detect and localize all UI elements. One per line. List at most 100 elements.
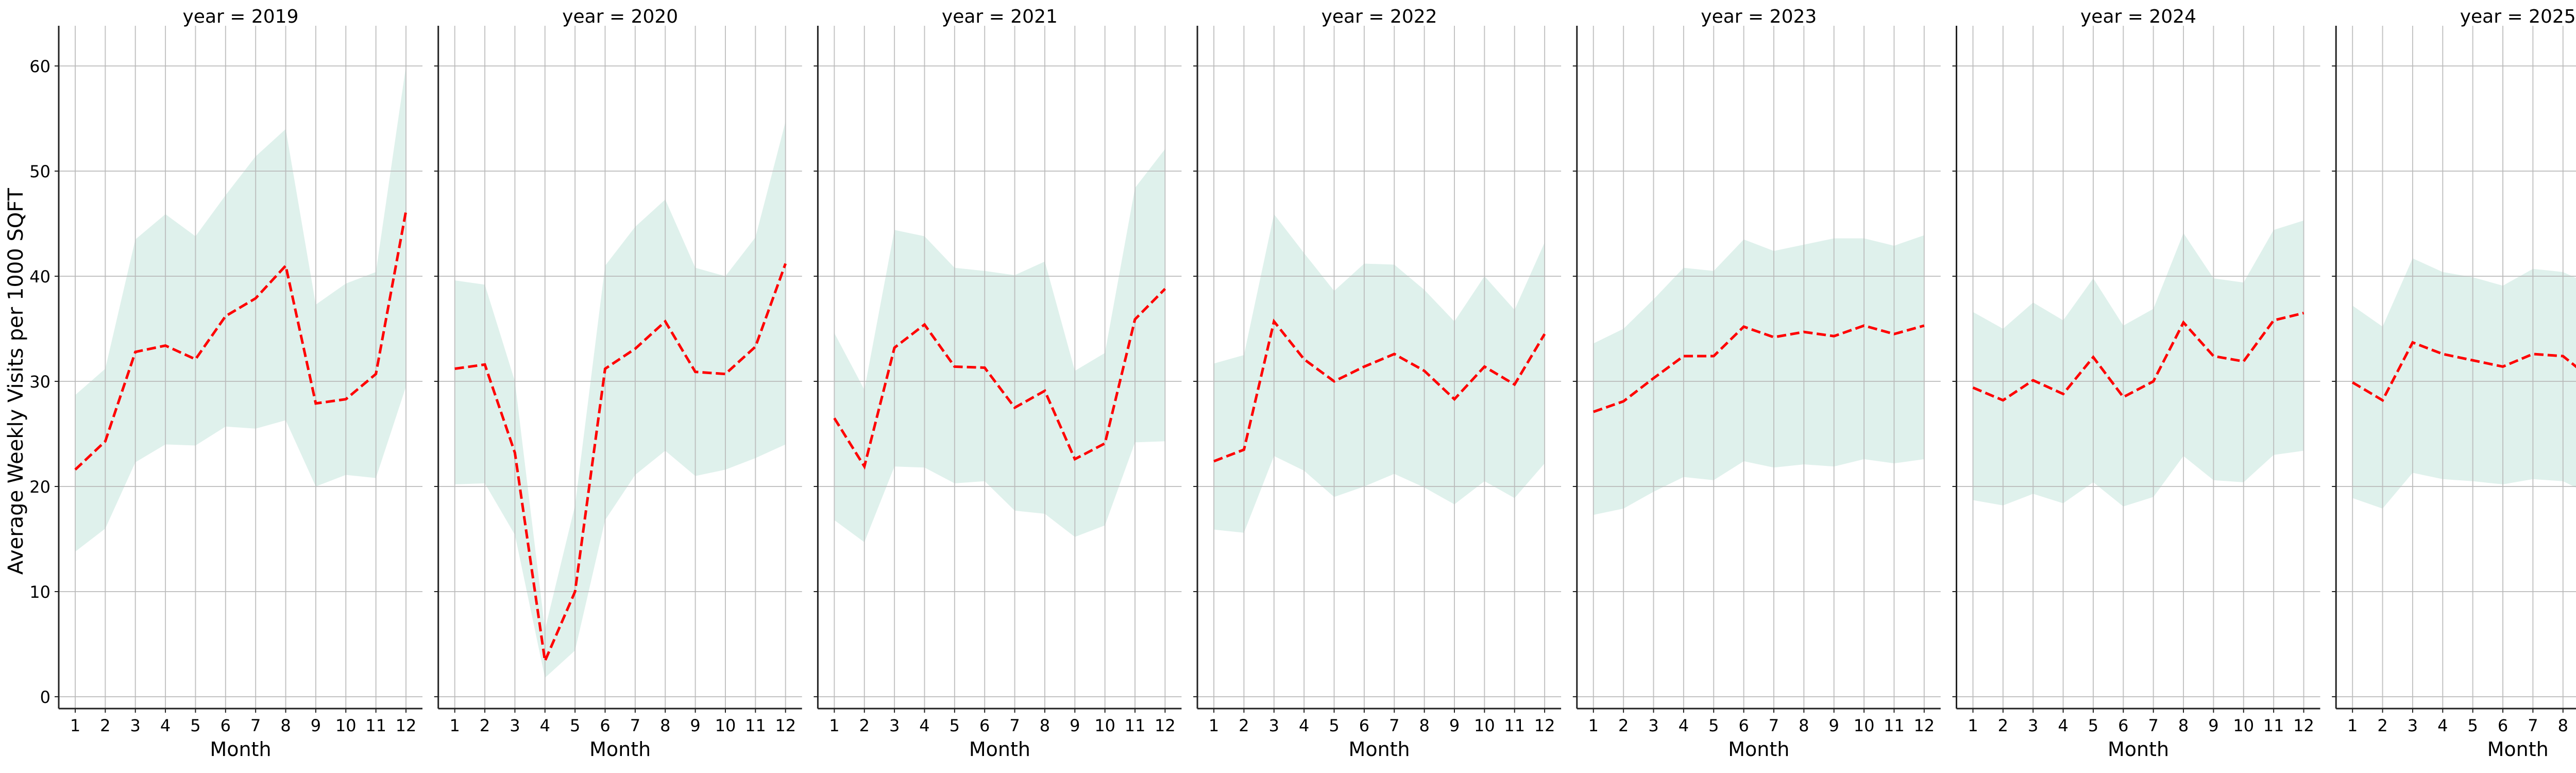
x-tick-label: 4	[2437, 716, 2448, 735]
percentile-band	[1973, 220, 2304, 507]
x-axis-label: Month	[2487, 738, 2549, 761]
x-tick-label: 4	[1679, 716, 1689, 735]
x-tick-label: 9	[1070, 716, 1080, 735]
x-tick-label: 5	[2467, 716, 2478, 735]
percentile-band	[75, 66, 406, 552]
x-tick-label: 3	[2028, 716, 2038, 735]
x-tick-label: 6	[1738, 716, 1749, 735]
x-tick-label: 1	[1588, 716, 1599, 735]
x-tick-label: 8	[1040, 716, 1050, 735]
percentile-band	[1593, 235, 1924, 515]
x-tick-label: 1	[1968, 716, 1978, 735]
facet-title: year = 2020	[562, 6, 678, 27]
median-line	[1592, 324, 1925, 413]
x-tick-label: 7	[2528, 716, 2538, 735]
x-axis-label: Month	[2108, 738, 2169, 761]
x-tick-label: 6	[2118, 716, 2128, 735]
x-axis-label: Month	[589, 738, 651, 761]
x-tick-label: 6	[979, 716, 990, 735]
y-tick-label: 0	[40, 687, 50, 707]
x-tick-label: 12	[1155, 716, 1176, 735]
percentile-band	[834, 149, 1165, 543]
x-tick-label: 6	[2498, 716, 2508, 735]
x-tick-label: 9	[1449, 716, 1460, 735]
percentile-band	[2352, 258, 2576, 509]
x-tick-label: 12	[1913, 716, 1935, 735]
x-tick-label: 4	[919, 716, 929, 735]
x-tick-label: 2	[859, 716, 870, 735]
median-line	[1213, 318, 1546, 463]
median-line	[74, 211, 408, 471]
x-tick-label: 6	[221, 716, 231, 735]
facet-title: year = 2021	[942, 6, 1058, 27]
x-tick-label: 8	[2558, 716, 2568, 735]
x-tick-label: 8	[2178, 716, 2189, 735]
facet-title: year = 2022	[1321, 6, 1437, 27]
x-tick-label: 11	[745, 716, 766, 735]
x-tick-label: 8	[660, 716, 670, 735]
x-tick-label: 5	[1708, 716, 1719, 735]
x-tick-label: 7	[630, 716, 640, 735]
x-tick-label: 7	[250, 716, 261, 735]
median-line	[1972, 311, 2304, 402]
percentile-band	[1214, 214, 1545, 533]
x-tick-label: 11	[1884, 716, 1905, 735]
x-tick-label: 12	[2293, 716, 2314, 735]
x-tick-label: 2	[1998, 716, 2008, 735]
x-tick-label: 10	[335, 716, 357, 735]
x-tick-label: 9	[2208, 716, 2218, 735]
x-tick-label: 12	[775, 716, 796, 735]
y-tick-label: 50	[29, 162, 50, 181]
x-tick-label: 1	[70, 716, 80, 735]
x-tick-label: 2	[1618, 716, 1629, 735]
median-line	[454, 263, 787, 666]
y-tick-label: 60	[29, 57, 50, 76]
x-tick-label: 10	[1854, 716, 1875, 735]
x-tick-label: 2	[1239, 716, 1249, 735]
x-tick-label: 2	[480, 716, 490, 735]
facet-title: year = 2019	[183, 6, 299, 27]
x-tick-label: 1	[2347, 716, 2358, 735]
x-tick-label: 5	[950, 716, 960, 735]
x-tick-label: 2	[100, 716, 110, 735]
percentile-band	[454, 122, 786, 678]
x-tick-label: 8	[280, 716, 291, 735]
x-tick-label: 7	[1769, 716, 1779, 735]
x-tick-label: 5	[2088, 716, 2098, 735]
y-tick-label: 40	[29, 267, 50, 287]
x-tick-label: 3	[2408, 716, 2418, 735]
x-tick-label: 9	[1829, 716, 1839, 735]
y-tick-label: 10	[29, 582, 50, 602]
x-tick-label: 4	[1299, 716, 1309, 735]
x-tick-label: 4	[2058, 716, 2068, 735]
x-tick-label: 5	[190, 716, 200, 735]
x-tick-label: 11	[365, 716, 386, 735]
x-tick-label: 3	[1648, 716, 1658, 735]
x-tick-label: 1	[450, 716, 460, 735]
facet-title: year = 2025	[2460, 6, 2576, 27]
x-tick-label: 11	[1504, 716, 1525, 735]
x-tick-label: 4	[160, 716, 171, 735]
x-tick-label: 12	[1534, 716, 1555, 735]
x-tick-label: 1	[1209, 716, 1219, 735]
x-tick-label: 10	[715, 716, 736, 735]
median-line	[2351, 341, 2576, 402]
x-tick-label: 2	[2377, 716, 2387, 735]
x-tick-label: 4	[540, 716, 550, 735]
x-axis-label: Month	[1349, 738, 1410, 761]
x-tick-label: 7	[1389, 716, 1399, 735]
x-tick-label: 7	[2148, 716, 2159, 735]
x-tick-label: 9	[690, 716, 700, 735]
x-tick-label: 1	[829, 716, 839, 735]
y-tick-label: 30	[29, 372, 50, 392]
x-tick-label: 3	[1269, 716, 1279, 735]
y-axis-label: Average Weekly Visits per 1000 SQFT	[4, 188, 28, 575]
x-tick-label: 6	[600, 716, 610, 735]
